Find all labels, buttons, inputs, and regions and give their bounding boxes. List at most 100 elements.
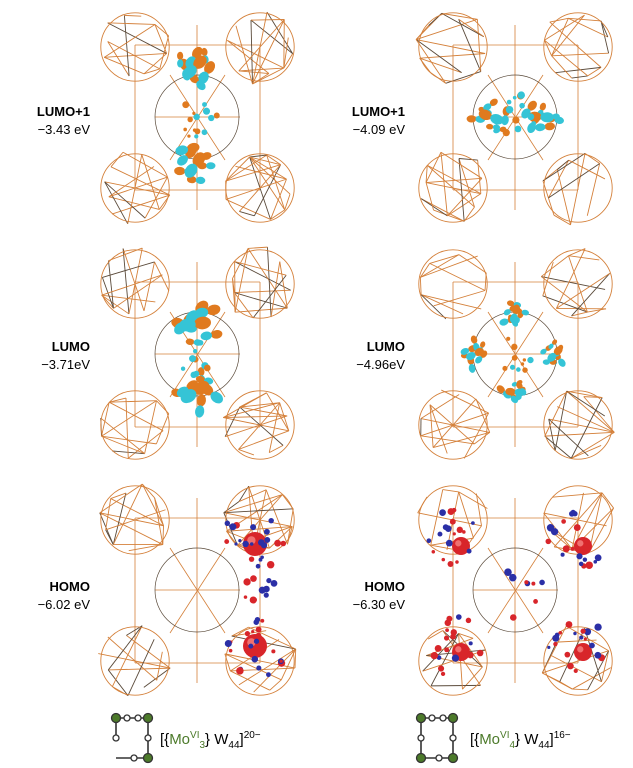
- cluster-cage: [543, 485, 614, 555]
- orbital-lobe: [517, 91, 525, 99]
- orbital-lobe: [462, 530, 466, 534]
- formula-open: [{: [470, 731, 480, 748]
- orbital-lobe: [251, 655, 259, 663]
- orbital-lobe: [444, 647, 450, 653]
- cluster-cage: [541, 625, 613, 696]
- orbital-name: LUMO: [51, 339, 90, 354]
- orbital-lobe: [443, 635, 450, 641]
- orbital-lobe: [510, 614, 517, 621]
- cluster-cage: [542, 152, 613, 226]
- formula-charge: 20−: [243, 730, 261, 741]
- orbital-lobe: [194, 134, 199, 139]
- orbital-lobe: [202, 102, 207, 107]
- orbital-lobe: [455, 560, 459, 564]
- orbital-lobe-pair: [194, 304, 221, 319]
- orbital-name: HOMO: [49, 579, 90, 594]
- orbital-lobe: [434, 644, 442, 652]
- orbital-lobe: [533, 599, 538, 604]
- orbital-lobe: [531, 581, 536, 586]
- orbital-lobe-pair: [179, 316, 211, 332]
- orbital-lobe-pair: [195, 394, 207, 418]
- orbital-lobe: [558, 631, 563, 635]
- orbital-lobe: [560, 552, 565, 557]
- linker-framework: [452, 262, 579, 447]
- orbital-lobe: [593, 559, 598, 564]
- orbital-lobe: [522, 358, 527, 362]
- orbital-lobe: [193, 349, 198, 354]
- cluster-cage: [543, 390, 615, 460]
- orbital-lobe: [192, 128, 197, 132]
- orbital-lobe: [509, 573, 517, 582]
- orbital-lobe: [465, 617, 472, 624]
- orbital-lobe: [266, 672, 271, 678]
- orbital-lobe-pair: [175, 142, 200, 156]
- orbital-lobe: [255, 632, 262, 639]
- orbital-lobe: [250, 575, 257, 582]
- orbital-lobe: [203, 364, 211, 372]
- orbital-lobe: [583, 637, 587, 641]
- orbital-lobe: [224, 539, 230, 544]
- orbital-lobe: [236, 667, 244, 675]
- oxidation-state: VI: [500, 730, 510, 741]
- orbital-lobe: [182, 101, 190, 109]
- formula-metal: MoVI4: [479, 730, 516, 751]
- orbital-lobe: [274, 539, 282, 547]
- orbital-lobe: [180, 366, 186, 371]
- orbital-energy: −4.09 eV: [352, 122, 405, 137]
- orbital-lobe: [439, 509, 446, 517]
- orbital-lobe: [253, 639, 259, 644]
- orbital-lobe: [594, 623, 602, 631]
- right-formula: [{MoVI4} W44]16−: [470, 730, 571, 751]
- orbital-lobe: [466, 548, 472, 554]
- orbital-lobe: [255, 563, 261, 569]
- orbital-name: HOMO: [364, 579, 405, 594]
- orbital-lobe: [264, 536, 271, 543]
- orbital-lobe: [224, 520, 231, 526]
- right-schematic-icon: [415, 712, 459, 764]
- orbital-lobe: [539, 579, 545, 586]
- orbital-lobe: [224, 640, 232, 648]
- orbital-highlight: [577, 540, 584, 547]
- left-lumo-label: LUMO −3.71eV: [0, 338, 90, 374]
- orbital-lobe: [280, 540, 287, 547]
- left-schematic-icon: [110, 712, 154, 764]
- orbital-lobe: [248, 556, 255, 562]
- orbital-lobe: [263, 592, 269, 598]
- orbital-lobe-large: [243, 634, 267, 658]
- orbital-lobe: [579, 635, 584, 640]
- orbital-energy: −3.43 eV: [37, 122, 90, 137]
- orbital-lobe-pair: [505, 387, 525, 397]
- orbital-lobe-pair: [183, 55, 207, 79]
- formula-end: ]: [549, 731, 554, 748]
- orbital-lobe: [547, 645, 551, 649]
- orbital-lobe: [511, 355, 518, 361]
- orbital-lobe: [516, 367, 521, 372]
- metal-symbol: Mo: [479, 731, 501, 748]
- orbital-lobe-pair: [548, 339, 558, 349]
- cluster-cage: [225, 11, 295, 85]
- orbital-lobe: [567, 662, 574, 670]
- orbital-lobe-pair: [466, 347, 484, 361]
- orbital-lobe: [565, 621, 573, 628]
- orbital-lobe: [445, 525, 452, 532]
- metal-count: 4: [509, 740, 516, 751]
- orbital-lobe: [524, 580, 529, 585]
- orbital-lobe: [260, 555, 264, 560]
- orbital-lobe: [505, 105, 514, 114]
- orbital-lobe: [445, 539, 453, 547]
- orbital-lobe: [192, 111, 196, 116]
- orbital-lobe: [527, 113, 535, 121]
- orbital-lobe: [243, 578, 251, 586]
- left-homo-structure: [98, 483, 297, 696]
- orbital-lobe: [187, 116, 193, 123]
- formula-charge: 16−: [553, 730, 571, 741]
- right-lumo-label: LUMO −4.96eV: [315, 338, 405, 374]
- orbital-lobe: [594, 651, 602, 659]
- orbital-lobe: [440, 671, 446, 677]
- orbital-lobe-large: [574, 537, 592, 555]
- orbital-lobe: [552, 634, 560, 642]
- orbital-lobe: [569, 510, 575, 517]
- orbital-lobe: [455, 614, 462, 620]
- orbital-lobe: [258, 586, 266, 594]
- orbital-lobe: [193, 113, 200, 121]
